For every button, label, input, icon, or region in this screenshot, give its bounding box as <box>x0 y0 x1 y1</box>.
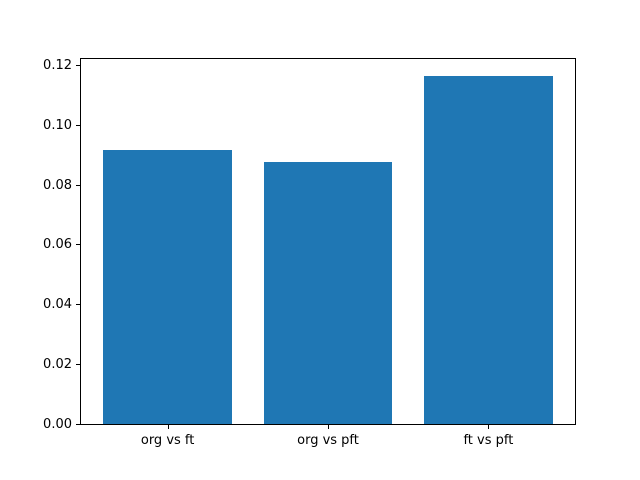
x-tick-mark <box>488 425 490 429</box>
bar-org-vs-ft <box>103 150 232 424</box>
y-tick-mark <box>76 244 80 246</box>
y-tick-mark <box>76 184 80 186</box>
plot-area <box>80 58 576 425</box>
bar-ft-vs-pft <box>424 76 553 424</box>
x-tick-label: ft vs pft <box>463 433 514 448</box>
y-tick-label: 0.00 <box>43 417 72 432</box>
y-tick-label: 0.04 <box>43 297 72 313</box>
y-tick-label: 0.02 <box>43 357 72 373</box>
y-tick-label: 0.06 <box>43 237 72 253</box>
bar-org-vs-pft <box>263 161 393 424</box>
y-tick-mark <box>76 124 80 126</box>
y-tick-mark <box>76 424 80 425</box>
y-tick-label: 0.10 <box>43 117 72 133</box>
x-tick-label: org vs ft <box>140 433 195 448</box>
x-tick-mark <box>167 425 169 429</box>
y-tick-mark <box>76 64 80 66</box>
y-tick-label: 0.08 <box>43 177 72 193</box>
y-tick-mark <box>76 364 80 366</box>
x-tick-label: org vs pft <box>297 433 359 448</box>
x-tick-mark <box>328 425 329 429</box>
y-tick-mark <box>76 304 80 306</box>
y-tick-label: 0.12 <box>43 57 72 73</box>
